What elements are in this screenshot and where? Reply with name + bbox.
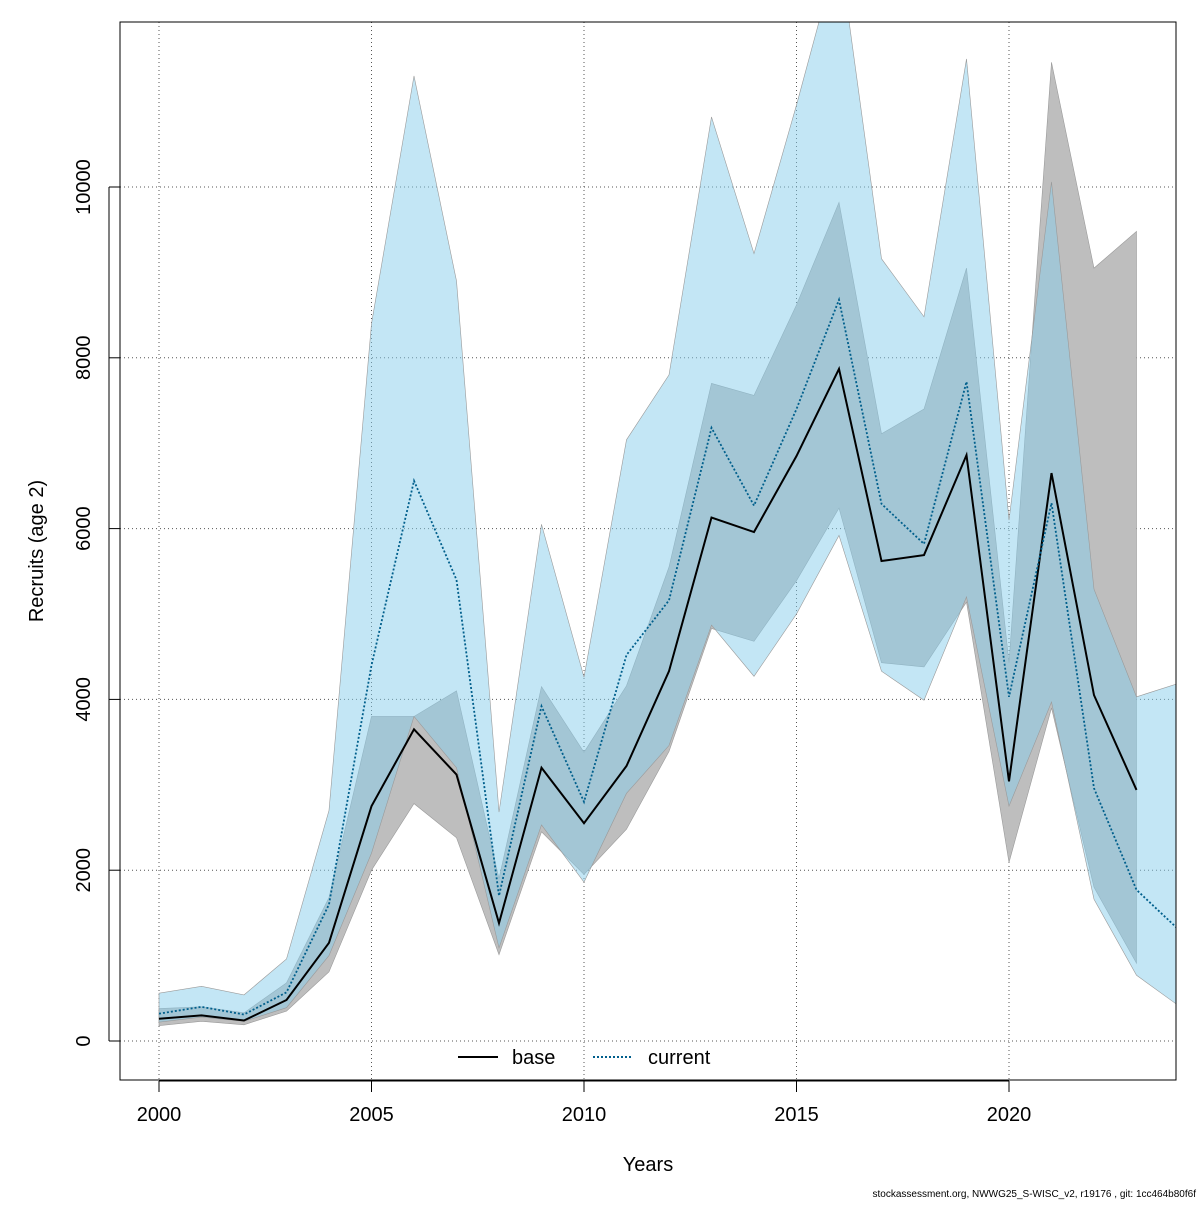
line-current	[158, 296, 1176, 1016]
y-tick-label-2000: 2000	[73, 848, 95, 893]
y-axis-label: Recruits (age 2)	[26, 480, 48, 622]
axes: 2000 2005 2010 2015 2020 0 2000 4000 6000 8000 100…	[73, 159, 1031, 1126]
y-tick-label-8000: 8000	[73, 336, 95, 381]
legend-label-current: current	[648, 1047, 711, 1069]
y-tick-label-0: 0	[73, 1035, 95, 1046]
y-tick-label-4000: 4000	[73, 677, 95, 722]
plot-frame	[119, 21, 1177, 1081]
x-axis-label: Years	[623, 1154, 673, 1176]
x-tick-label-2000: 2000	[137, 1104, 182, 1126]
series-lines	[158, 296, 1176, 1022]
legend-label-base: base	[512, 1047, 555, 1069]
band-current	[158, 22, 1176, 1023]
line-base	[158, 365, 1138, 1022]
x-tick-label-2020: 2020	[987, 1104, 1032, 1126]
legend: base current	[458, 1047, 711, 1069]
x-tick-label-2005: 2005	[349, 1104, 394, 1126]
x-tick-label-2015: 2015	[774, 1104, 819, 1126]
confidence-bands	[158, 22, 1176, 1026]
footer-note: stockassessment.org, NWWG25_S-WISC_v2, r…	[873, 1189, 1197, 1200]
y-tick-label-10000: 10000	[73, 159, 95, 215]
x-tick-label-2010: 2010	[562, 1104, 607, 1126]
y-tick-label-6000: 6000	[73, 506, 95, 551]
